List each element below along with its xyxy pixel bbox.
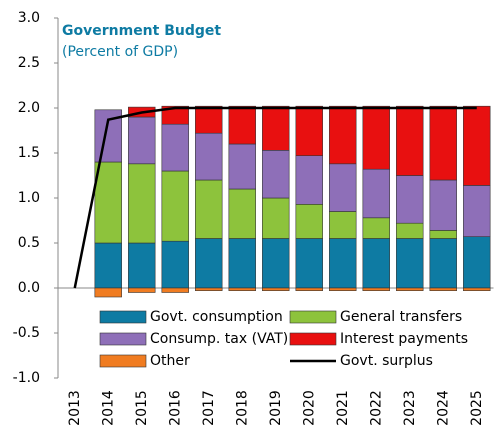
x-tick-label: 2015	[134, 390, 150, 426]
bar-segment	[429, 238, 457, 289]
x-tick-label: 2020	[301, 390, 317, 426]
x-tick-label: 2024	[435, 390, 451, 426]
bar-segment	[262, 197, 290, 239]
bar-segment	[362, 105, 390, 170]
bar-segment	[329, 105, 357, 165]
x-tick-label: 2021	[335, 390, 351, 426]
bar-segment	[228, 238, 256, 289]
legend-label: Govt. surplus	[340, 353, 433, 369]
bar-segment	[128, 242, 156, 289]
legend-label: General transfers	[340, 309, 462, 325]
bar-segment	[262, 105, 290, 151]
bar-segment	[94, 242, 122, 289]
y-tick-label: 2.0	[18, 100, 40, 116]
bar-segment	[195, 105, 223, 134]
bar-segment	[161, 170, 189, 242]
bar-segment	[463, 105, 491, 186]
y-tick-label: 2.5	[18, 55, 40, 71]
y-tick-label: -1.0	[13, 370, 40, 386]
bar-segment	[329, 287, 357, 291]
bar-segment	[429, 179, 457, 231]
bar-segment	[429, 287, 457, 291]
chart-title: Government Budget	[62, 23, 221, 39]
legend-swatch	[99, 354, 147, 368]
legend-label: Consump. tax (VAT)	[150, 331, 288, 347]
bar-segment	[396, 238, 424, 289]
surplus-line	[73, 106, 477, 289]
bar-segment	[94, 287, 122, 298]
bar-segment	[396, 105, 424, 176]
bar-segment	[396, 287, 424, 291]
bar-segment	[161, 287, 189, 293]
bar-segment	[161, 105, 189, 125]
legend-label: Other	[150, 353, 190, 369]
bar-segment	[396, 175, 424, 224]
legend-swatch	[99, 332, 147, 346]
bar-segment	[295, 238, 323, 289]
legend-label: Govt. consumption	[150, 309, 283, 325]
legend-label: Interest payments	[340, 331, 468, 347]
bar-segment	[295, 287, 323, 291]
y-tick-label: 0.5	[18, 235, 40, 251]
bar-segment	[362, 168, 390, 219]
y-tick-label: -0.5	[13, 325, 40, 341]
y-tick-label: 3.0	[18, 10, 40, 26]
bar-segment	[128, 163, 156, 244]
bar-segment	[262, 238, 290, 289]
bar-segment	[161, 240, 189, 289]
y-tick-label: 1.5	[18, 145, 40, 161]
bar-segment	[262, 287, 290, 291]
bar-segment	[429, 230, 457, 239]
x-tick-label: 2022	[368, 390, 384, 426]
bar-segment	[295, 204, 323, 239]
legend-swatch	[289, 310, 337, 324]
bar-segment	[195, 132, 223, 181]
legend-swatch	[99, 310, 147, 324]
bar-segment	[463, 185, 491, 237]
bar-segment	[295, 105, 323, 156]
bar-segment	[463, 236, 491, 289]
bar-segment	[228, 105, 256, 145]
bar-segment	[463, 287, 491, 291]
bar-segment	[228, 287, 256, 291]
bar-segment	[362, 217, 390, 239]
x-tick-label: 2018	[234, 390, 250, 426]
y-tick-label: 1.0	[18, 190, 40, 206]
bar-segment	[362, 287, 390, 291]
bar-segment	[128, 287, 156, 293]
legend-swatch	[289, 332, 337, 346]
bar-segment	[329, 238, 357, 289]
bar-segment	[429, 105, 457, 181]
bar-segment	[195, 179, 223, 239]
x-tick-label: 2023	[402, 390, 418, 426]
bar-segment	[329, 211, 357, 239]
bar-segment	[262, 150, 290, 199]
bar-segment	[228, 188, 256, 239]
x-tick-label: 2014	[100, 390, 116, 426]
x-tick-label: 2019	[268, 390, 284, 426]
bar-segment	[362, 238, 390, 289]
bar-segment	[195, 238, 223, 289]
bar-segment	[329, 163, 357, 212]
x-tick-label: 2016	[167, 390, 183, 426]
bar-segment	[94, 161, 122, 244]
bar-segment	[295, 155, 323, 205]
chart-subtitle: (Percent of GDP)	[62, 44, 178, 60]
bar-segment	[161, 123, 189, 172]
bar-segment	[195, 287, 223, 291]
x-tick-label: 2025	[469, 390, 485, 426]
bar-segment	[228, 143, 256, 190]
bar-segment	[128, 116, 156, 165]
bar-segment	[396, 222, 424, 239]
x-tick-label: 2017	[201, 390, 217, 426]
y-tick-label: 0.0	[18, 280, 40, 296]
x-tick-label: 2013	[67, 390, 83, 426]
